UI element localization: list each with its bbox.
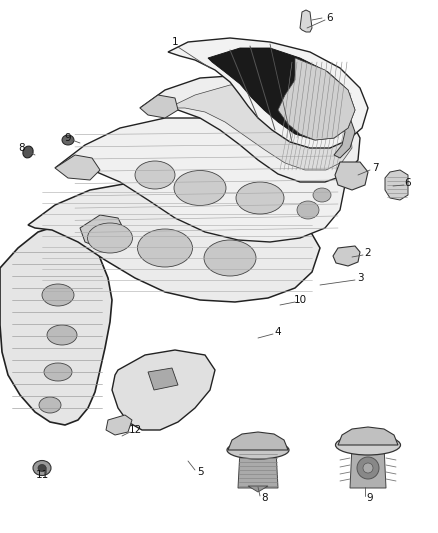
Polygon shape	[106, 415, 132, 435]
Text: 4: 4	[275, 327, 281, 337]
Polygon shape	[350, 446, 386, 488]
Ellipse shape	[23, 146, 33, 158]
Text: 8: 8	[19, 143, 25, 153]
Polygon shape	[168, 38, 368, 148]
Polygon shape	[333, 246, 360, 266]
Ellipse shape	[88, 223, 133, 253]
Ellipse shape	[62, 135, 74, 145]
Polygon shape	[300, 10, 312, 32]
Polygon shape	[228, 432, 288, 450]
Polygon shape	[112, 350, 215, 430]
Text: 11: 11	[35, 470, 49, 480]
Ellipse shape	[336, 435, 400, 455]
Ellipse shape	[39, 397, 61, 413]
Text: 1: 1	[172, 37, 178, 47]
Polygon shape	[168, 83, 352, 170]
Ellipse shape	[38, 464, 46, 472]
Polygon shape	[140, 95, 178, 118]
Polygon shape	[278, 58, 355, 140]
Ellipse shape	[174, 171, 226, 206]
Ellipse shape	[135, 161, 175, 189]
Polygon shape	[238, 450, 278, 488]
Text: 5: 5	[197, 467, 203, 477]
Text: 9: 9	[367, 493, 373, 503]
Polygon shape	[55, 118, 345, 242]
Ellipse shape	[42, 284, 74, 306]
Polygon shape	[0, 225, 112, 425]
Polygon shape	[80, 215, 125, 248]
Text: 7: 7	[372, 163, 378, 173]
Polygon shape	[335, 162, 368, 190]
Text: 2: 2	[365, 248, 371, 258]
Ellipse shape	[357, 457, 379, 479]
Text: 3: 3	[357, 273, 363, 283]
Text: 6: 6	[327, 13, 333, 23]
Polygon shape	[140, 75, 360, 182]
Polygon shape	[55, 155, 100, 180]
Polygon shape	[325, 105, 355, 158]
Ellipse shape	[297, 201, 319, 219]
Ellipse shape	[44, 363, 72, 381]
Polygon shape	[338, 427, 398, 445]
Ellipse shape	[236, 182, 284, 214]
Ellipse shape	[363, 463, 373, 473]
Ellipse shape	[313, 188, 331, 202]
Polygon shape	[148, 368, 178, 390]
Polygon shape	[385, 170, 408, 200]
Text: 9: 9	[65, 133, 71, 143]
Ellipse shape	[204, 240, 256, 276]
Polygon shape	[248, 486, 268, 492]
Text: 12: 12	[128, 425, 141, 435]
Ellipse shape	[33, 461, 51, 475]
Polygon shape	[28, 182, 320, 302]
Polygon shape	[208, 48, 355, 140]
Text: 10: 10	[293, 295, 307, 305]
Ellipse shape	[47, 325, 77, 345]
Text: 8: 8	[261, 493, 268, 503]
Ellipse shape	[227, 441, 289, 459]
Ellipse shape	[138, 229, 192, 267]
Text: 6: 6	[405, 178, 411, 188]
